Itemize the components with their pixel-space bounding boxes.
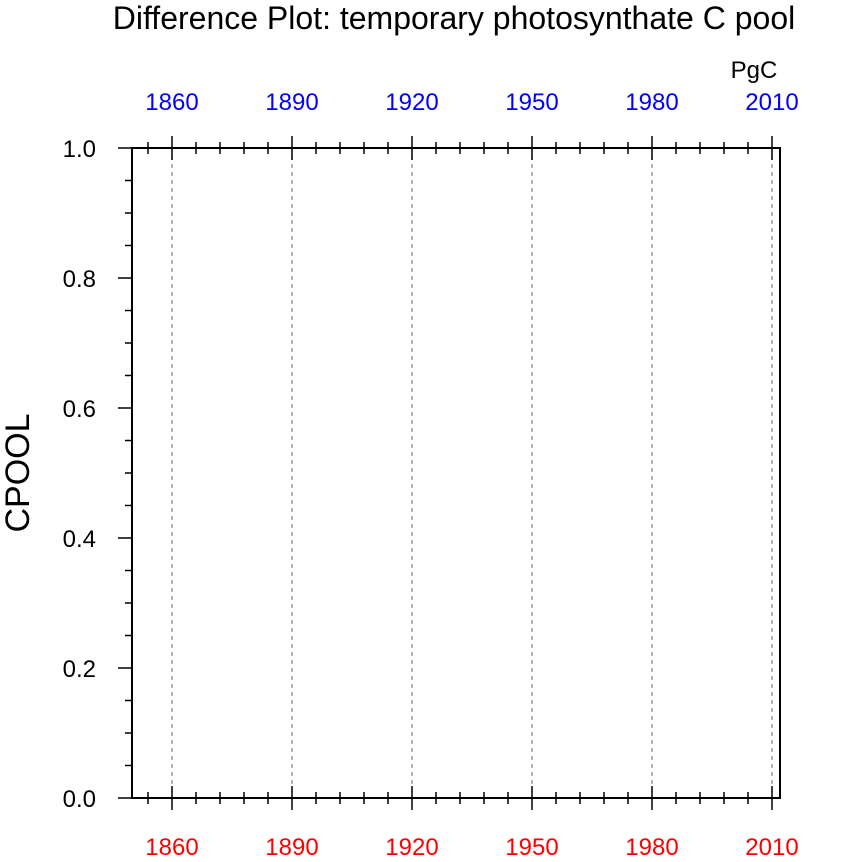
x-tick-label-bottom-1860: 1860	[145, 834, 198, 857]
y-tick-label-0: 0.0	[63, 786, 96, 813]
y-axis-label: CPOOL	[0, 413, 37, 532]
x-tick-label-bottom-1950: 1950	[505, 834, 558, 857]
x-tick-label-top-1890: 1890	[265, 89, 318, 116]
x-tick-label-bottom-2010: 2010	[745, 834, 798, 857]
x-tick-label-bottom-1890: 1890	[265, 834, 318, 857]
plot-frame	[131, 147, 781, 799]
x-tick-label-top-1950: 1950	[505, 89, 558, 116]
y-tick-label-2: 0.4	[63, 526, 96, 553]
gridlines	[171, 148, 773, 798]
y-tick-label-3: 0.6	[63, 396, 96, 423]
chart-title: Difference Plot: temporary photosynthate…	[113, 0, 795, 36]
x-tick-label-top-2010: 2010	[745, 89, 798, 116]
x-tick-label-bottom-1920: 1920	[385, 834, 438, 857]
tick-labels: 1860 1890 1920 1950 1980 2010 1860 1890 1920 1950…	[63, 89, 799, 861]
x-tick-label-bottom-1980: 1980	[625, 834, 678, 857]
units-label: PgC	[731, 57, 778, 84]
x-tick-label-top-1860: 1860	[145, 89, 198, 116]
x-tick-label-top-1920: 1920	[385, 89, 438, 116]
x-tick-label-top-1980: 1980	[625, 89, 678, 116]
y-tick-label-5: 1.0	[63, 136, 96, 163]
axis-ticks	[118, 136, 773, 810]
y-tick-label-1: 0.2	[63, 656, 96, 683]
y-tick-label-4: 0.8	[63, 266, 96, 293]
